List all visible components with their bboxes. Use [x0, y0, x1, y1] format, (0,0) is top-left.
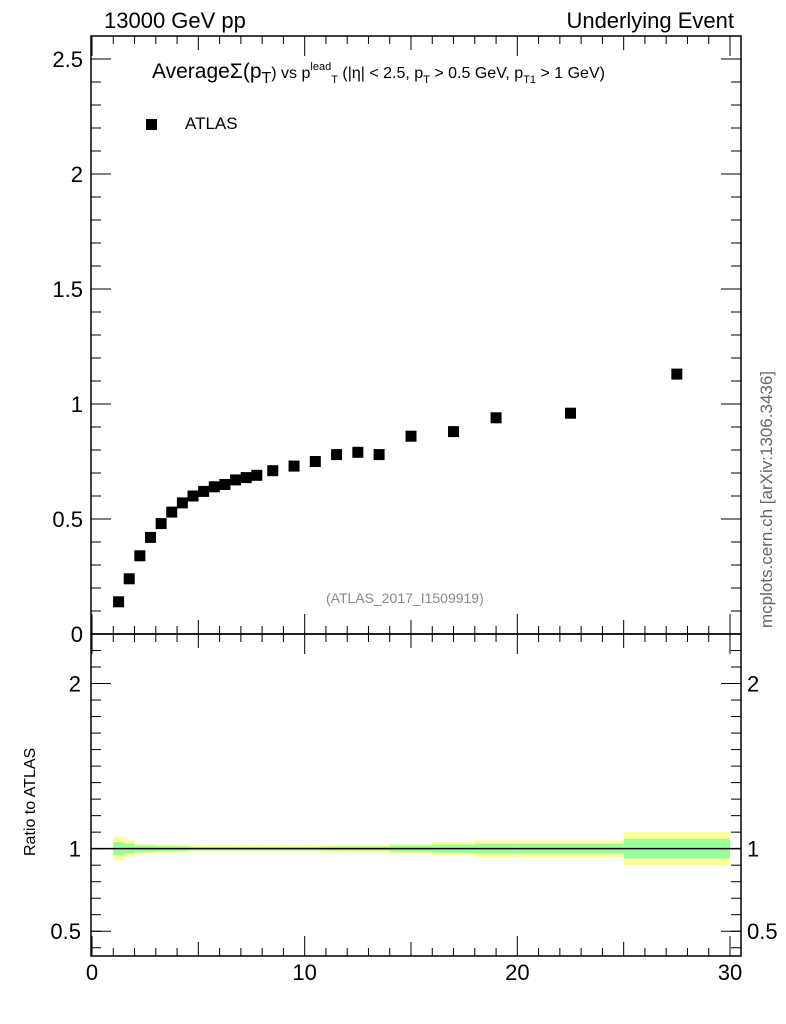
data-point — [166, 506, 178, 518]
data-point — [123, 573, 135, 585]
data-point — [448, 426, 460, 438]
ratio-y-tick-label-right: 2 — [747, 672, 759, 697]
legend-marker — [146, 118, 157, 130]
data-point — [144, 531, 156, 543]
data-point — [113, 596, 125, 608]
y-tick-label: 2 — [71, 162, 83, 187]
plot-title: AverageΣ(pT) vs pleadT (|η| < 2.5, pT > … — [152, 60, 605, 88]
data-point — [405, 430, 417, 442]
data-point — [490, 412, 502, 424]
data-point — [267, 465, 279, 477]
title-cuts-sub1: T — [423, 74, 430, 87]
title-cuts-sub2: T1 — [523, 74, 537, 87]
data-point — [230, 474, 242, 486]
data-point — [251, 469, 263, 481]
y-tick-label: 2.5 — [52, 47, 83, 72]
y-tick-label: 1 — [71, 392, 83, 417]
data-point — [352, 446, 364, 458]
data-point — [331, 449, 343, 461]
data-point — [240, 472, 252, 484]
x-tick-label: 0 — [86, 960, 98, 985]
data-point — [134, 550, 146, 562]
title-cuts-a: (|η| < 2.5, p — [337, 65, 424, 82]
title-cuts-c: > 1 GeV) — [536, 65, 605, 82]
header-left: 13000 GeV pp — [104, 8, 246, 33]
data-point — [288, 460, 300, 472]
data-point — [671, 368, 683, 380]
title-sigma: Σ(p — [229, 60, 262, 83]
y-tick-label: 1.5 — [52, 277, 83, 302]
legend: ATLAS — [146, 114, 238, 134]
title-vs: ) vs p — [271, 65, 311, 82]
header-right: Underlying Event — [566, 8, 734, 33]
x-tick-label: 30 — [718, 960, 742, 985]
data-point — [309, 456, 321, 467]
title-main: Average — [152, 60, 230, 83]
data-point — [176, 497, 188, 509]
data-point — [155, 518, 167, 530]
data-point — [198, 485, 210, 497]
title-cuts-b: > 0.5 GeV, p — [429, 65, 524, 82]
title-lead-sup: lead — [310, 61, 332, 73]
data-point — [219, 479, 231, 490]
ratio-y-tick-label-left: 2 — [69, 672, 81, 697]
data-point — [187, 490, 199, 502]
ratio-y-tick-label-left: 1 — [69, 837, 81, 862]
analysis-id: (ATLAS_2017_I1509919) — [326, 590, 484, 606]
data-point — [373, 449, 385, 461]
legend-label: ATLAS — [185, 114, 238, 133]
x-tick-label: 20 — [505, 960, 529, 985]
ratio-y-tick-label-left: 0.5 — [50, 919, 81, 944]
x-tick-label: 10 — [292, 960, 316, 985]
title-sub-t: T — [261, 70, 272, 88]
ratio-y-tick-label-right: 0.5 — [747, 919, 778, 944]
title-lead-sub: T — [331, 74, 338, 87]
y-tick-label: 0.5 — [52, 507, 83, 532]
ratio-plot-frame — [90, 633, 742, 957]
data-point — [565, 407, 576, 419]
data-point — [208, 481, 220, 493]
ratio-y-tick-label-right: 1 — [747, 837, 759, 862]
y-tick-label: 0 — [71, 622, 83, 647]
